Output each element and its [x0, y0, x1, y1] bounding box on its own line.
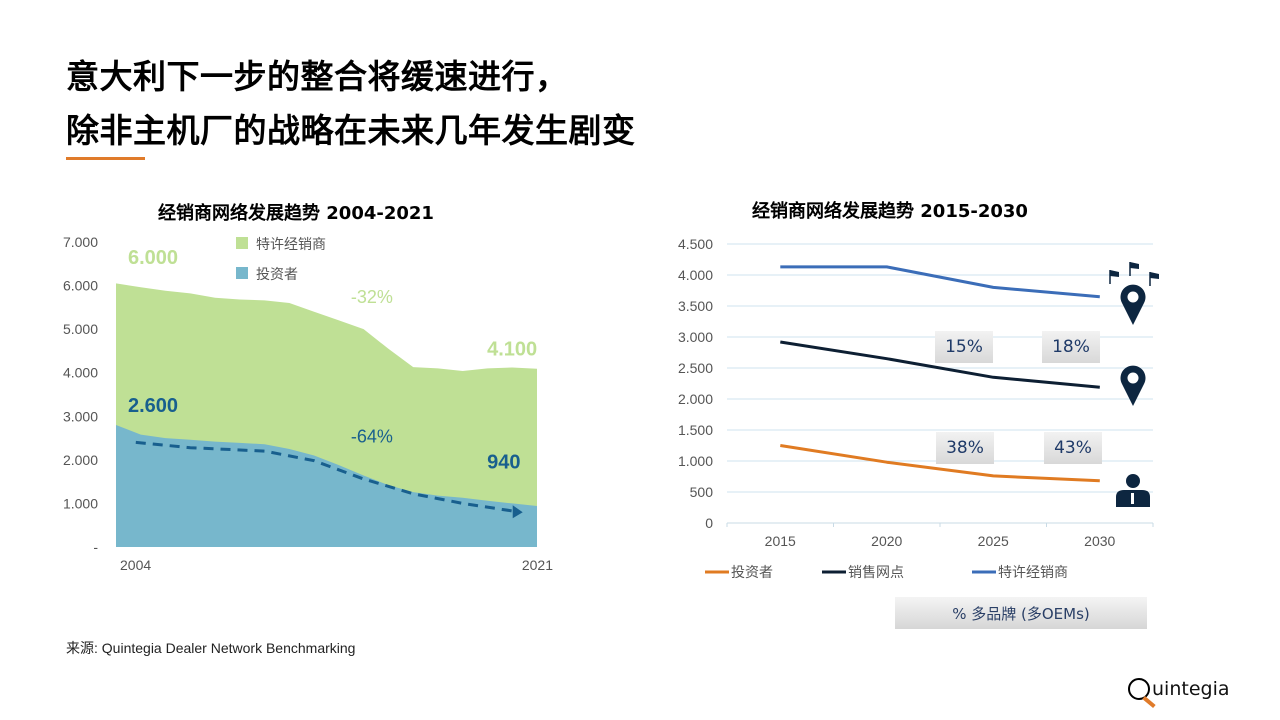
location-pin-icon [1120, 365, 1146, 406]
data-annotation: -32% [351, 287, 393, 307]
data-annotation: 2.600 [128, 395, 178, 417]
right-y-tick-label: 2.000 [678, 391, 713, 407]
flag-icon [1110, 270, 1119, 277]
right-x-tick-label: 2015 [765, 533, 796, 549]
left-y-tick-label: 2.000 [63, 452, 98, 468]
series-line [780, 265, 1100, 299]
headline-line-2: 除非主机厂的战略在未来几年发生剧变 [66, 111, 636, 150]
multibrand-pct-outlets-2025: 15% [935, 331, 993, 363]
legend-label: 特许经销商 [256, 237, 326, 253]
right-y-tick-label: 4.000 [678, 267, 713, 283]
location-pin-icon-hole [1127, 372, 1139, 384]
businessman-icon-head [1126, 474, 1140, 488]
legend-label: 投资者 [256, 267, 298, 283]
logo-q-icon [1128, 678, 1150, 700]
multibrand-pct-investors-2025: 38% [936, 432, 994, 464]
businessman-icon-tie [1131, 493, 1134, 504]
left-chart-title: 经销商网络发展趋势 2004-2021 [158, 203, 434, 224]
legend-label: 特许经销商 [998, 565, 1068, 581]
headline-line-1: 意大利下一步的整合将缓速进行， [66, 57, 569, 96]
area-investors [116, 425, 537, 547]
legend-swatch [236, 267, 248, 279]
right-x-tick-label: 2025 [978, 533, 1009, 549]
right-y-tick-label: 3.000 [678, 329, 713, 345]
right-y-tick-label: 1.500 [678, 422, 713, 438]
multibrand-note: % 多品牌 (多OEMs) [895, 597, 1147, 629]
right-y-tick-label: 2.500 [678, 360, 713, 376]
logo-wordmark: uintegia [1152, 678, 1230, 700]
left-y-tick-label: 7.000 [63, 234, 98, 250]
right-x-tick-label: 2020 [871, 533, 902, 549]
flag-icon [1150, 272, 1159, 279]
left-y-tick-label: - [93, 539, 98, 555]
quintegia-logo: uintegia [1128, 673, 1229, 705]
flags-location-pin-icon [1120, 284, 1146, 325]
trend-arrow-line [135, 440, 515, 513]
source-note: 来源: Quintegia Dealer Network Benchmarkin… [66, 640, 356, 656]
accent-underline [66, 157, 145, 160]
left-y-tick-label: 5.000 [63, 321, 98, 337]
right-x-tick-label: 2030 [1084, 533, 1115, 549]
trend-arrow-head [512, 505, 523, 519]
legend-label: 投资者 [731, 565, 773, 581]
right-y-tick-label: 500 [690, 484, 714, 500]
left-y-tick-label: 6.000 [63, 278, 98, 294]
series-line [780, 444, 1100, 483]
data-annotation: 4.100 [487, 338, 537, 360]
legend-label: 销售网点 [848, 565, 904, 581]
flag-icon [1130, 262, 1139, 269]
multibrand-pct-investors-2030: 43% [1044, 432, 1102, 464]
left-y-tick-label: 1.000 [63, 495, 98, 511]
left-y-tick-label: 3.000 [63, 408, 98, 424]
left-x-tick-label: 2021 [522, 557, 553, 573]
flags-location-pin-icon-hole [1127, 291, 1139, 303]
data-annotation: 940 [487, 452, 520, 474]
left-x-tick-label: 2004 [120, 557, 151, 573]
right-y-tick-label: 0 [705, 515, 713, 531]
data-annotation: 6.000 [128, 247, 178, 269]
right-chart-title: 经销商网络发展趋势 2015-2030 [752, 201, 1028, 222]
data-annotation: -64% [351, 426, 393, 446]
right-y-tick-label: 1.000 [678, 453, 713, 469]
series-line [780, 340, 1100, 389]
right-y-tick-label: 4.500 [678, 236, 713, 252]
legend-swatch [236, 237, 248, 249]
multibrand-pct-outlets-2030: 18% [1042, 331, 1100, 363]
left-y-tick-label: 4.000 [63, 365, 98, 381]
right-y-tick-label: 3.500 [678, 298, 713, 314]
